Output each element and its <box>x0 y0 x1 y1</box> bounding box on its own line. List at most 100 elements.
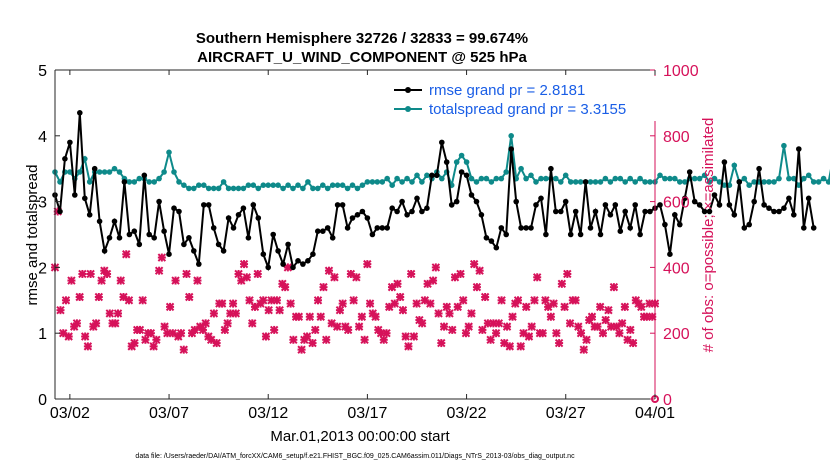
obs-marker <box>557 279 567 289</box>
obs-marker <box>124 296 134 305</box>
spread-point <box>528 172 534 179</box>
rmse-point <box>409 208 415 215</box>
obs-marker <box>185 292 194 302</box>
rmse-point <box>756 165 762 172</box>
rmse-point <box>176 208 182 215</box>
obs-marker <box>176 328 186 338</box>
rmse-point <box>701 208 708 215</box>
rmse-point <box>647 208 653 215</box>
obs-marker <box>157 253 167 262</box>
obs-marker <box>280 282 290 292</box>
spread-point <box>538 175 544 182</box>
obs-marker <box>289 335 298 344</box>
rmse-point <box>220 248 227 254</box>
obs-marker <box>360 335 369 344</box>
spread-point <box>285 182 291 188</box>
rmse-point <box>672 212 678 218</box>
rmse-point <box>225 215 232 221</box>
rmse-point <box>548 165 554 172</box>
spread-point <box>181 182 187 188</box>
rmse-point <box>612 202 619 208</box>
y-left-tick-label: 3 <box>38 195 47 212</box>
obs-marker <box>390 299 399 308</box>
obs-marker <box>587 312 597 321</box>
rmse-point <box>334 202 341 208</box>
rmse-point <box>339 202 346 208</box>
rmse-point <box>146 231 152 238</box>
spread-point <box>439 175 445 182</box>
y-right-tick-label: 600 <box>663 195 690 212</box>
spread-point <box>220 179 227 185</box>
rmse-point <box>682 195 688 202</box>
obs-marker <box>524 332 534 341</box>
rmse-point <box>592 208 599 215</box>
spread-point <box>642 179 648 185</box>
rmse-point <box>201 202 207 208</box>
obs-marker <box>409 332 419 341</box>
obs-marker <box>212 338 221 348</box>
rmse-point <box>667 251 673 257</box>
rmse-point <box>86 212 93 218</box>
obs-marker <box>552 328 561 338</box>
spread-point <box>473 179 480 185</box>
obs-marker <box>532 273 542 282</box>
rmse-point <box>96 218 103 225</box>
rmse-point <box>696 202 703 208</box>
obs-marker <box>311 325 320 335</box>
obs-marker <box>94 292 104 302</box>
rmse-point <box>349 215 356 221</box>
spread-point <box>245 182 252 188</box>
legend-rmse-marker <box>405 87 411 93</box>
obs-marker <box>182 269 191 279</box>
obs-marker <box>456 269 465 279</box>
obs-marker <box>617 319 627 328</box>
spread-point <box>553 175 559 182</box>
obs-marker <box>480 292 490 302</box>
spread-point <box>607 179 614 185</box>
obs-marker <box>308 338 317 348</box>
obs-marker <box>453 302 462 312</box>
rmse-point <box>577 231 584 238</box>
rmse-point <box>91 165 98 172</box>
obs-marker <box>439 322 449 331</box>
spread-point <box>300 185 306 192</box>
legend-box <box>383 76 658 121</box>
x-tick-label: 03/07 <box>149 405 189 422</box>
obs-marker <box>259 296 268 305</box>
rmse-point <box>320 228 326 234</box>
rmse-point <box>101 248 108 254</box>
obs-marker <box>231 309 241 318</box>
spread-point <box>667 175 673 182</box>
chart-title-line1: Southern Hemisphere 32726 / 32833 = 99.6… <box>196 30 528 47</box>
rmse-point <box>126 231 133 238</box>
obs-series <box>50 207 660 403</box>
obs-marker <box>86 269 95 279</box>
obs-marker <box>275 305 284 315</box>
rmse-point <box>751 198 757 205</box>
spread-point <box>498 175 505 182</box>
rmse-point <box>230 225 237 231</box>
rmse-point <box>62 156 68 162</box>
rmse-point <box>553 208 559 215</box>
spread-point <box>771 179 777 185</box>
obs-marker <box>228 299 238 308</box>
spread-point <box>255 185 262 192</box>
spread-point <box>716 179 723 185</box>
obs-marker <box>365 299 375 308</box>
rmse-point <box>543 231 549 238</box>
rmse-point <box>364 215 371 221</box>
spread-series <box>52 133 830 192</box>
rmse-point <box>270 231 277 238</box>
spread-point <box>682 179 688 185</box>
rmse-point <box>210 225 217 231</box>
rmse-point <box>290 264 296 271</box>
spread-point <box>201 182 207 188</box>
spread-point <box>741 175 748 182</box>
obs-marker <box>322 335 331 344</box>
y-left-tick-label: 4 <box>38 129 47 146</box>
obs-marker <box>83 342 93 351</box>
obs-marker <box>637 302 646 312</box>
rmse-point <box>240 205 247 211</box>
spread-point <box>344 185 351 192</box>
rmse-point <box>196 261 202 267</box>
